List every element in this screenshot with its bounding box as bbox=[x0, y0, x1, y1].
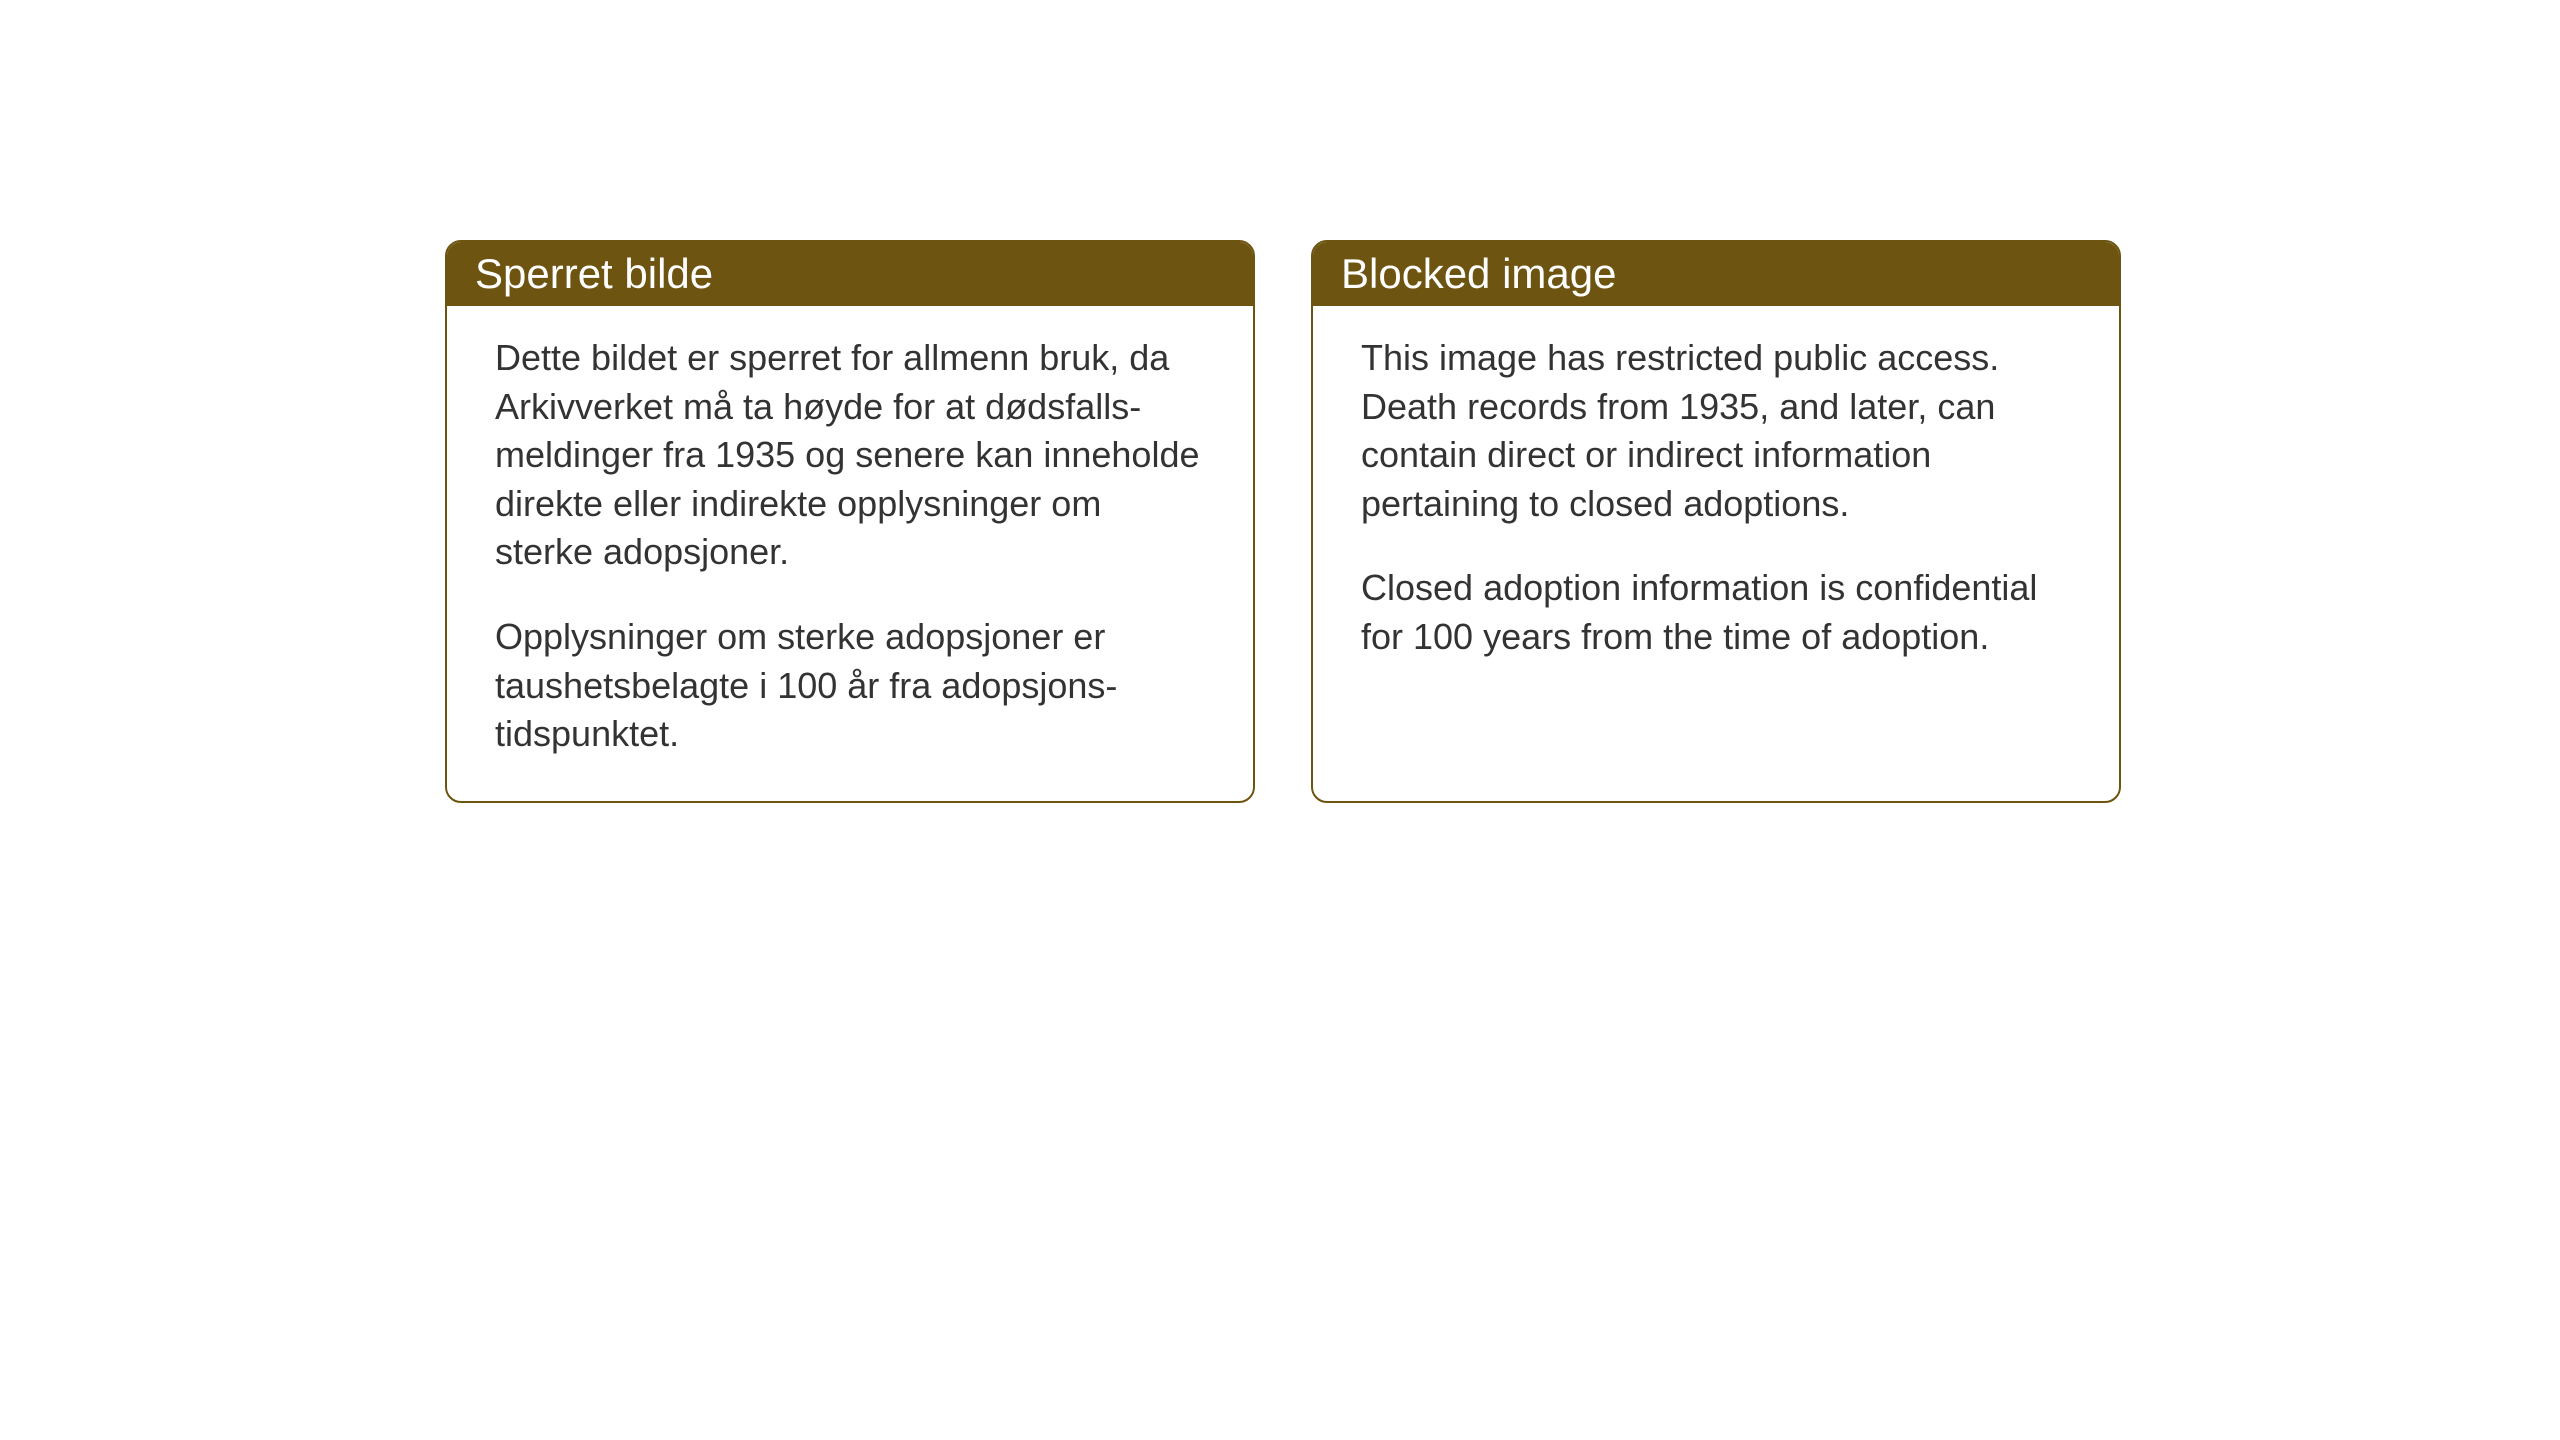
notice-container: Sperret bilde Dette bildet er sperret fo… bbox=[445, 240, 2121, 803]
paragraph-english-2: Closed adoption information is confident… bbox=[1361, 564, 2071, 661]
paragraph-norwegian-1: Dette bildet er sperret for allmenn bruk… bbox=[495, 334, 1205, 577]
card-header-norwegian: Sperret bilde bbox=[447, 242, 1253, 306]
paragraph-english-1: This image has restricted public access.… bbox=[1361, 334, 2071, 528]
card-title-english: Blocked image bbox=[1341, 250, 1616, 297]
paragraph-norwegian-2: Opplysninger om sterke adopsjoner er tau… bbox=[495, 613, 1205, 759]
card-body-norwegian: Dette bildet er sperret for allmenn bruk… bbox=[447, 306, 1253, 801]
notice-card-norwegian: Sperret bilde Dette bildet er sperret fo… bbox=[445, 240, 1255, 803]
notice-card-english: Blocked image This image has restricted … bbox=[1311, 240, 2121, 803]
card-header-english: Blocked image bbox=[1313, 242, 2119, 306]
card-body-english: This image has restricted public access.… bbox=[1313, 306, 2119, 736]
card-title-norwegian: Sperret bilde bbox=[475, 250, 713, 297]
